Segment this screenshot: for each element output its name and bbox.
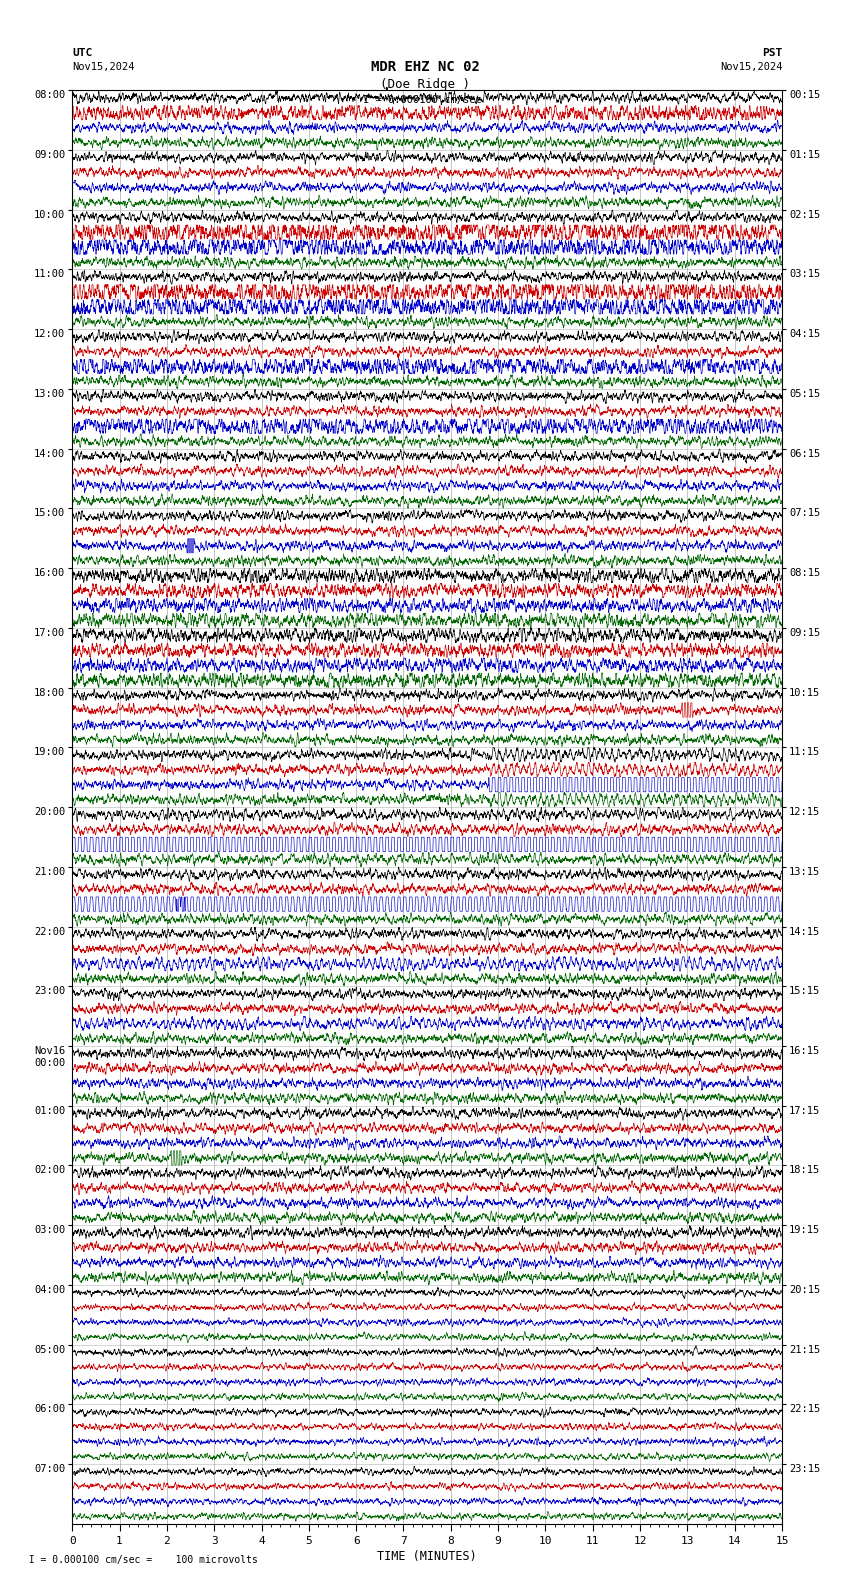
Text: (Doe Ridge ): (Doe Ridge ) <box>380 78 470 90</box>
X-axis label: TIME (MINUTES): TIME (MINUTES) <box>377 1549 477 1563</box>
Text: Nov15,2024: Nov15,2024 <box>72 62 135 71</box>
Text: I = 0.000100 cm/sec =    100 microvolts: I = 0.000100 cm/sec = 100 microvolts <box>17 1555 258 1565</box>
Text: Nov15,2024: Nov15,2024 <box>720 62 783 71</box>
Text: UTC: UTC <box>72 48 93 57</box>
Text: PST: PST <box>762 48 783 57</box>
Text: MDR EHZ NC 02: MDR EHZ NC 02 <box>371 60 479 74</box>
Text: I = 0.000100 cm/sec: I = 0.000100 cm/sec <box>363 95 482 105</box>
